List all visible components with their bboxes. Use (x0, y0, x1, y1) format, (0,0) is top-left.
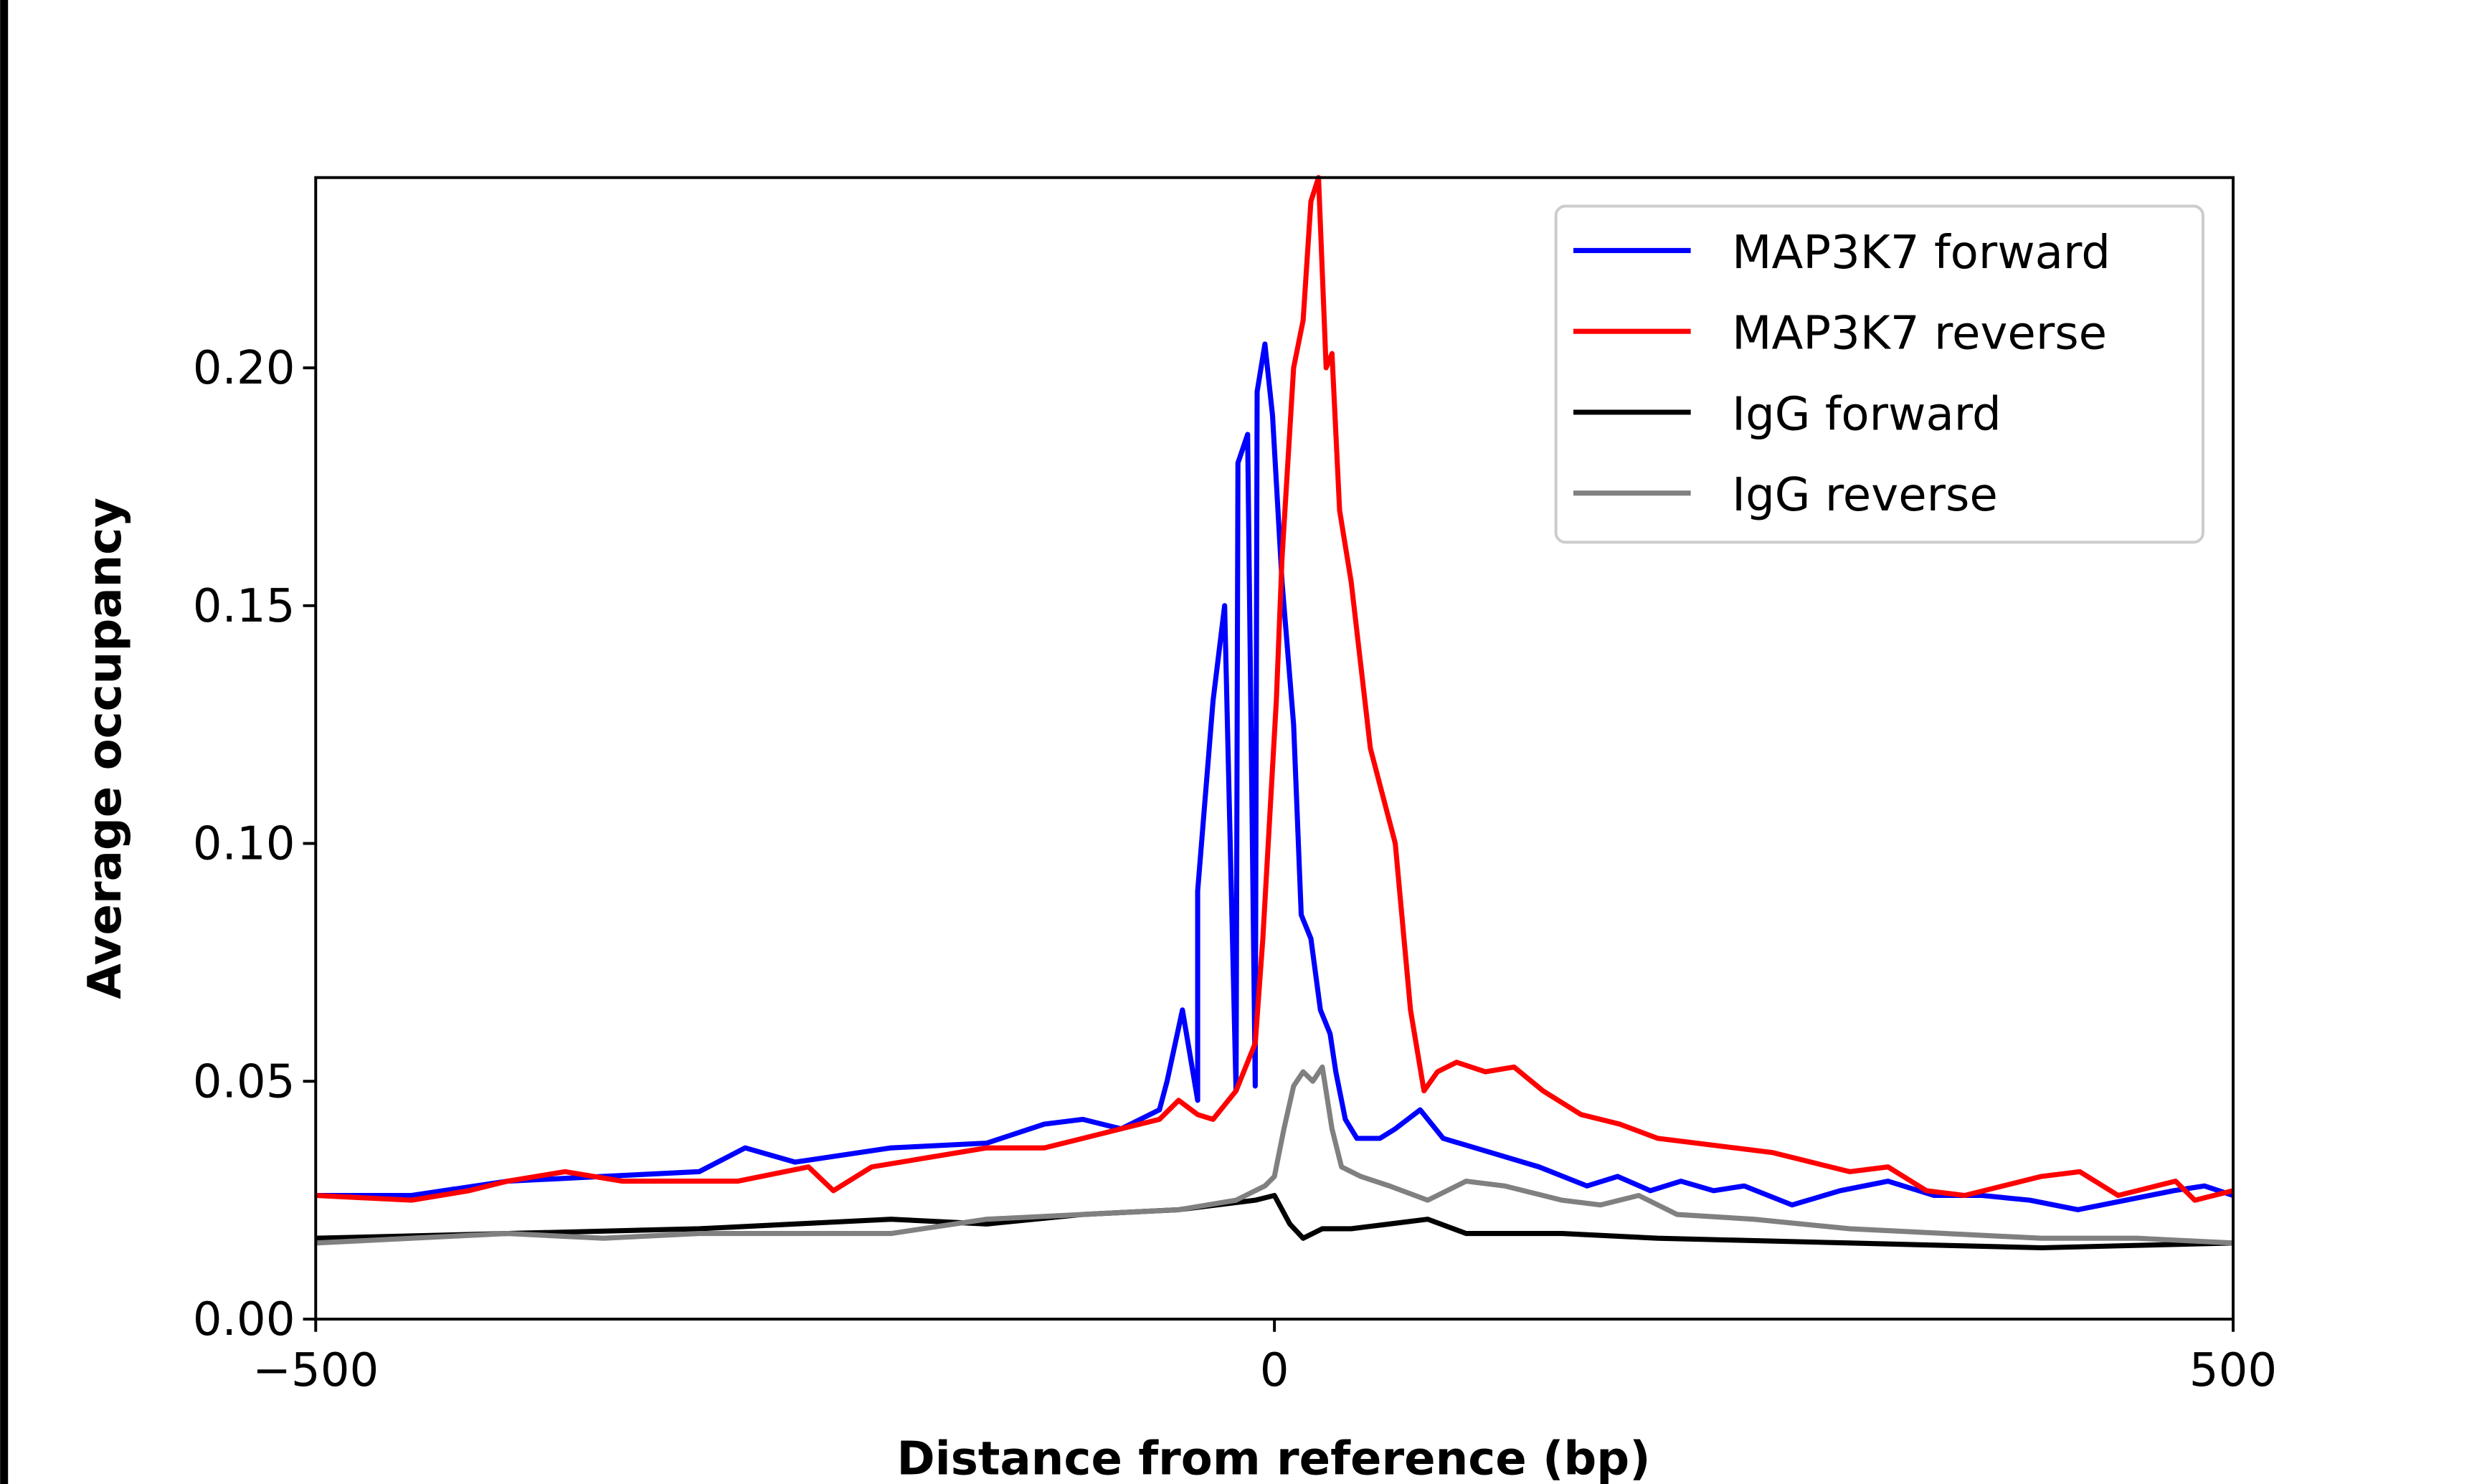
series-line-igg-forward (316, 1192, 2234, 1251)
series-lines (316, 175, 2235, 1251)
y-tick-label: 0.10 (193, 817, 295, 871)
legend-label: MAP3K7 reverse (1732, 307, 2107, 361)
series-line-map3k7-reverse (316, 175, 2234, 1203)
series-line-map3k7-forward (316, 341, 2235, 1212)
legend-label: MAP3K7 forward (1732, 226, 2111, 280)
y-tick-label: 0.20 (193, 341, 295, 395)
y-axis: 0.00 0.05 0.10 0.15 0.20 (193, 341, 316, 1346)
legend-box (1554, 204, 2204, 544)
x-axis: −500 0 500 (252, 1319, 2277, 1397)
x-tick-label: −500 (252, 1343, 379, 1397)
y-tick-label: 0.05 (193, 1055, 295, 1108)
legend-label: IgG reverse (1732, 468, 1998, 522)
y-tick-label: 0.15 (193, 579, 295, 633)
y-axis-label: Average occupancy (78, 498, 132, 999)
left-edge-bar (0, 0, 9, 1484)
y-tick-label: 0.00 (193, 1293, 295, 1346)
x-tick-label: 0 (1260, 1343, 1289, 1397)
legend: MAP3K7 forward MAP3K7 reverse IgG forward I… (1554, 204, 2204, 544)
legend-label: IgG forward (1732, 387, 2002, 441)
x-axis-label: Distance from reference (bp) (897, 1432, 1651, 1484)
x-tick-label: 500 (2189, 1343, 2277, 1397)
series-line-igg-reverse (316, 1064, 2234, 1246)
